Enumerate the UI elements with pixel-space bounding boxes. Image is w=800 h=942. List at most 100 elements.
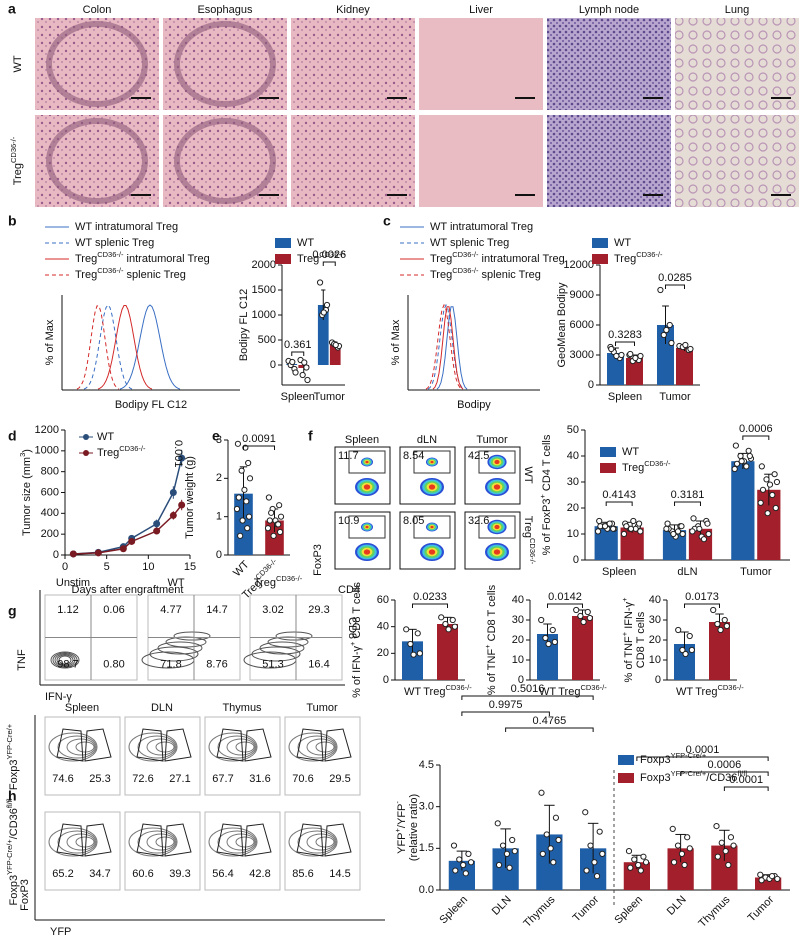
y-tick-label: 4.5 xyxy=(419,759,434,771)
tissue-label: Kidney xyxy=(336,4,370,16)
data-point xyxy=(69,550,77,558)
density-contour xyxy=(56,654,74,666)
data-point xyxy=(717,626,724,634)
density-contour xyxy=(146,833,176,851)
data-point xyxy=(613,352,620,360)
column-label: Tumor xyxy=(306,702,338,714)
y-tick-label: 30 xyxy=(512,614,524,626)
y-tick-label: 0 xyxy=(518,674,524,686)
row-label-part: YFP-Cre/+ xyxy=(5,723,14,759)
significance-bracket xyxy=(547,603,583,608)
x-tick-label-part: Treg xyxy=(558,686,580,698)
y-tick-label: 2 xyxy=(216,472,222,484)
data-point xyxy=(265,494,273,501)
column-label-part: Treg xyxy=(254,577,276,589)
gate xyxy=(348,515,386,539)
histogram-curve xyxy=(83,304,133,390)
gate xyxy=(164,728,192,762)
y-axis-label: % of Max xyxy=(44,319,56,365)
gate-value: 70.6 xyxy=(292,773,313,785)
tissue-ring xyxy=(46,118,148,204)
data-point xyxy=(731,465,738,473)
bar xyxy=(676,348,693,385)
data-point xyxy=(277,513,285,520)
gate-value: 85.6 xyxy=(292,868,313,880)
data-point xyxy=(584,608,591,616)
x-tick-label: Tumor xyxy=(659,391,691,403)
data-point xyxy=(682,341,689,349)
x-tick-label: Tumor xyxy=(571,893,602,924)
legend-swatch xyxy=(618,773,634,783)
y-axis-label: Tumor weight (g) xyxy=(184,456,196,539)
density-contour xyxy=(66,738,96,756)
density-contour xyxy=(137,830,177,854)
legend-label: WT xyxy=(622,446,639,458)
bar xyxy=(731,461,755,560)
legend-label-part: YFP-Cre/+ xyxy=(671,751,707,760)
series-line xyxy=(73,504,183,555)
significance-bracket xyxy=(461,695,594,700)
y-axis-label: Tumor size (mm3) xyxy=(18,449,33,536)
y-axis-label-part: /YFP xyxy=(396,804,408,828)
data-point xyxy=(442,620,449,628)
legend-label-part: Treg xyxy=(75,253,97,265)
legend-label-part: CD36-/- xyxy=(452,266,479,275)
density-contour xyxy=(48,732,98,762)
x-tick-label: Spleen xyxy=(612,894,645,927)
data-point xyxy=(637,528,644,535)
p-value: 0.0091 xyxy=(242,433,276,445)
y-axis-label-part: + xyxy=(393,827,402,832)
data-point xyxy=(714,620,721,628)
density-contour xyxy=(50,651,80,669)
legend-label-part: CD36-/- xyxy=(644,459,671,468)
quadrant-value: 0.80 xyxy=(103,659,124,671)
x-tick-label: WT xyxy=(539,686,556,698)
data-point xyxy=(237,532,244,539)
significance-bracket xyxy=(680,771,769,776)
data-point xyxy=(674,842,682,849)
row-label: WT xyxy=(12,55,24,72)
data-point xyxy=(465,850,472,857)
data-point xyxy=(128,537,136,545)
legend-label: WT splenic Treg xyxy=(75,237,154,249)
panel-letter: a xyxy=(8,1,16,17)
gate xyxy=(296,728,324,762)
legend-label-part: Treg xyxy=(97,447,119,459)
gate-value: 25.3 xyxy=(89,773,110,785)
legend-label-part: WT intratumoral Treg xyxy=(430,221,533,233)
y-tick-label: 3.0 xyxy=(419,801,434,813)
y-tick-label: 9000 xyxy=(570,289,594,301)
row-label: Foxp3YFP-Cre/+ xyxy=(5,723,20,790)
x-axis-label: CD4 xyxy=(338,584,360,596)
legend-label: TregCD36-/- xyxy=(97,444,146,459)
gate-value: 56.4 xyxy=(212,868,233,880)
data-point xyxy=(494,820,501,827)
density-contour xyxy=(235,836,255,848)
panel-letter: e xyxy=(212,428,220,444)
significance-bracket xyxy=(322,261,336,266)
data-point xyxy=(690,515,697,522)
data-point xyxy=(727,834,735,841)
p-value: 0.361 xyxy=(284,339,312,351)
tissue-ring xyxy=(174,118,276,204)
quadrant-value: 0.06 xyxy=(103,604,124,616)
x-tick-label: TregCD36-/- xyxy=(558,683,607,698)
data-point xyxy=(710,606,717,614)
bar xyxy=(402,641,423,680)
data-point xyxy=(732,442,739,449)
data-point xyxy=(730,842,737,849)
data-point xyxy=(705,530,712,538)
y-tick-label: 600 xyxy=(41,486,59,498)
y-tick-label: 500 xyxy=(258,334,276,346)
data-point xyxy=(704,520,711,527)
x-tick-label: TregCD36-/- xyxy=(695,683,744,698)
data-point xyxy=(689,528,696,535)
gate xyxy=(324,823,352,857)
data-point xyxy=(467,859,475,866)
row-label: WT xyxy=(522,466,534,483)
histology-image xyxy=(419,18,543,110)
gate-value: 42.8 xyxy=(249,868,270,880)
histogram-curve xyxy=(97,305,153,390)
column-label: dLN xyxy=(417,434,437,446)
y-axis-label: TNF xyxy=(16,649,28,671)
